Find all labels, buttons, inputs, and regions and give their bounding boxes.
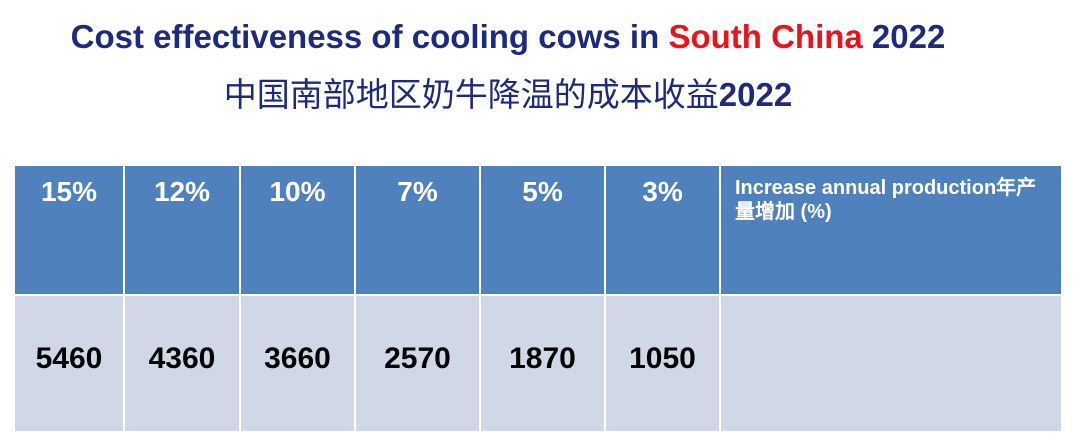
table-cell: 4360 bbox=[124, 295, 240, 432]
header-cell: Increase annual production年产量增加 (%) bbox=[720, 165, 1062, 295]
title-cn-year: 2022 bbox=[718, 76, 793, 113]
table-cell: 5460 bbox=[14, 295, 124, 432]
title-year: 2022 bbox=[862, 18, 946, 55]
header-cell: 3% bbox=[605, 165, 720, 295]
header-cell: 10% bbox=[240, 165, 355, 295]
header-cell: 15% bbox=[14, 165, 124, 295]
table-cell: 2570 bbox=[355, 295, 480, 432]
table-cell: 3660 bbox=[240, 295, 355, 432]
title-line1: Cost effectiveness of cooling cows in So… bbox=[0, 18, 1016, 56]
header-cell: 5% bbox=[480, 165, 605, 295]
title-cn: 中国南部地区奶牛降温的成本收益 bbox=[223, 75, 719, 114]
header-cell: 7% bbox=[355, 165, 480, 295]
title-text: Cost effectiveness of cooling cows in bbox=[70, 18, 669, 55]
table-cell bbox=[720, 295, 1062, 432]
header-cell: 12% bbox=[124, 165, 240, 295]
table-cell: 1050 bbox=[605, 295, 720, 432]
table-cell: 1870 bbox=[480, 295, 605, 432]
title-highlight: South China bbox=[668, 18, 863, 55]
title-line2: 中国南部地区奶牛降温的成本收益2022 bbox=[0, 68, 1016, 116]
